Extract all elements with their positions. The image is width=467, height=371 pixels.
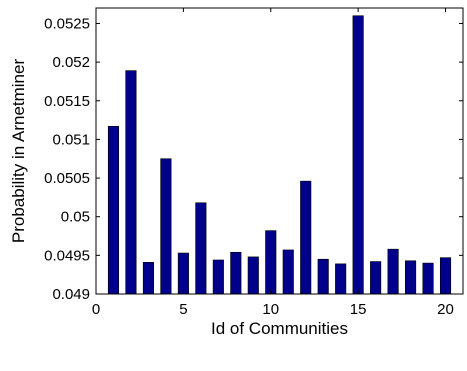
bar-3 (142, 262, 154, 295)
y-tick-label: 0.051 (52, 131, 90, 148)
bar-14 (335, 263, 347, 295)
x-tick-label: 5 (179, 301, 187, 318)
x-tick-label: 15 (350, 301, 367, 318)
bar-9 (247, 256, 259, 295)
bar-17 (387, 248, 399, 295)
bar-1 (107, 125, 120, 295)
y-tick-label: 0.0505 (44, 170, 90, 187)
bar-12 (300, 180, 312, 295)
y-tick-label: 0.0525 (44, 15, 90, 32)
x-tick-label: 0 (92, 301, 100, 318)
y-axis-title: Probability in Arnetminer (9, 59, 28, 244)
plot-frame (95, 7, 464, 295)
bar-18 (405, 260, 417, 295)
bar-13 (317, 258, 329, 295)
bar-8 (230, 251, 242, 295)
x-tick-label: 20 (437, 301, 454, 318)
bar-20 (439, 257, 452, 295)
y-axis-ticks: 0.049 0.0495 0.05 0.0505 0.051 0.0515 0.052 0.0… (44, 15, 463, 303)
y-tick-label: 0.05 (61, 209, 90, 226)
bar-16 (370, 261, 382, 295)
bar-7 (212, 259, 224, 295)
bar-15 (352, 15, 364, 295)
bar-11 (282, 249, 294, 295)
bar-5 (177, 252, 189, 295)
bar-2 (125, 70, 137, 295)
bar-10 (265, 230, 277, 295)
x-axis-title: Id of Communities (211, 319, 348, 338)
y-tick-label: 0.049 (52, 286, 90, 303)
y-tick-label: 0.0495 (44, 247, 90, 264)
x-axis-ticks: 0 5 10 15 20 (92, 8, 454, 318)
x-tick-label: 10 (262, 301, 279, 318)
plot-area (96, 8, 463, 294)
bar-4 (160, 158, 172, 295)
y-tick-label: 0.0515 (44, 93, 90, 110)
y-tick-label: 0.052 (52, 54, 90, 71)
bars-group (107, 15, 452, 295)
bar-6 (195, 202, 207, 295)
bar-19 (422, 262, 434, 295)
